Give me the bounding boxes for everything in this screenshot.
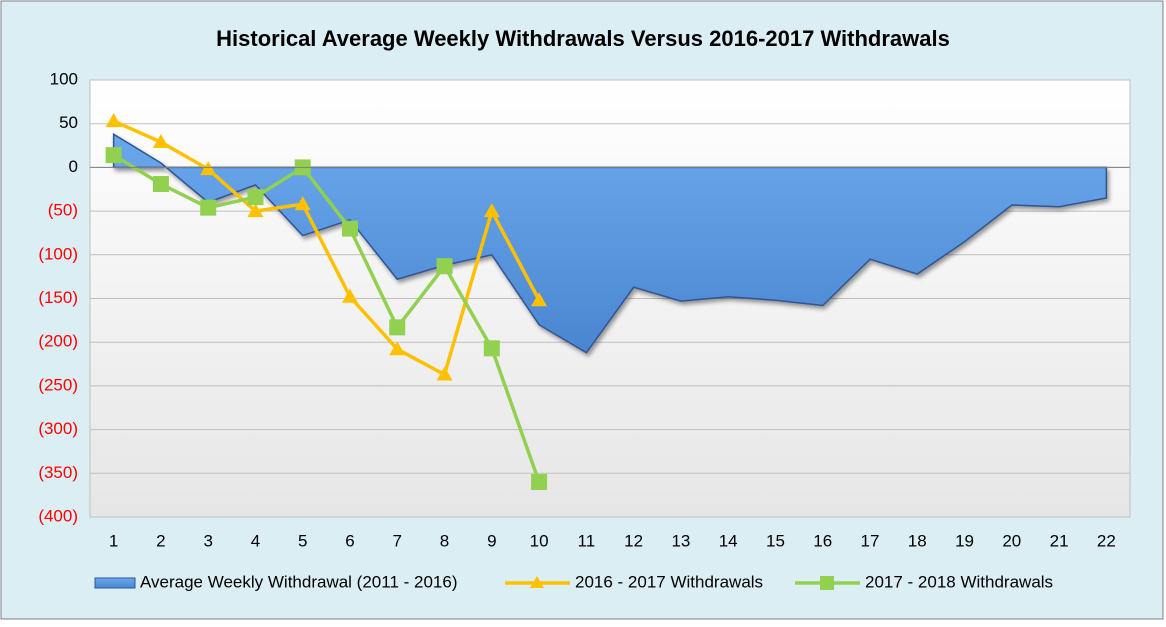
x-tick-label: 1 bbox=[109, 531, 118, 550]
marker bbox=[389, 319, 406, 336]
x-tick-label: 10 bbox=[530, 531, 549, 550]
marker bbox=[200, 161, 217, 176]
line bbox=[112, 153, 541, 483]
marker bbox=[152, 134, 169, 149]
x-tick-label: 14 bbox=[719, 531, 738, 550]
marker bbox=[436, 258, 453, 275]
marker bbox=[483, 340, 500, 357]
chart-title: Historical Average Weekly Withdrawals Ve… bbox=[216, 26, 950, 51]
marker bbox=[389, 341, 406, 356]
x-tick-label: 2 bbox=[156, 531, 165, 550]
x-tick-label: 8 bbox=[440, 531, 449, 550]
y-tick-label: (250) bbox=[38, 375, 78, 394]
y-tick-label: (200) bbox=[38, 332, 78, 351]
marker bbox=[342, 288, 358, 303]
legend-label: Average Weekly Withdrawal (2011 - 2016) bbox=[140, 572, 458, 591]
y-tick-label: (100) bbox=[38, 244, 78, 263]
x-tick-label: 18 bbox=[908, 531, 927, 550]
legend-marker bbox=[820, 576, 834, 590]
legend-marker bbox=[530, 576, 544, 588]
y-tick-label: 50 bbox=[59, 113, 78, 132]
y-tick-label: (150) bbox=[38, 288, 78, 307]
legend-label: 2017 - 2018 Withdrawals bbox=[865, 572, 1053, 591]
x-tick-label: 4 bbox=[251, 531, 260, 550]
marker bbox=[531, 292, 548, 307]
x-tick-label: 22 bbox=[1097, 531, 1116, 550]
marker bbox=[483, 203, 500, 218]
x-tick-label: 5 bbox=[298, 531, 307, 550]
x-tick-label: 11 bbox=[578, 531, 596, 550]
x-tick-label: 21 bbox=[1050, 531, 1069, 550]
y-tick-label: 0 bbox=[69, 157, 78, 176]
x-tick-label: 16 bbox=[813, 531, 832, 550]
marker bbox=[294, 196, 311, 211]
legend-label: 2016 - 2017 Withdrawals bbox=[575, 572, 763, 591]
y-tick-label: (400) bbox=[38, 506, 78, 525]
x-tick-label: 6 bbox=[345, 531, 354, 550]
x-tick-label: 9 bbox=[487, 531, 496, 550]
y-tick-label: (50) bbox=[48, 201, 78, 220]
marker bbox=[247, 203, 264, 218]
x-tick-label: 3 bbox=[203, 531, 212, 550]
marker bbox=[105, 147, 122, 164]
x-tick-label: 13 bbox=[671, 531, 690, 550]
marker bbox=[247, 189, 264, 206]
x-tick-label: 19 bbox=[955, 531, 974, 550]
marker bbox=[342, 220, 358, 237]
x-tick-label: 17 bbox=[861, 531, 880, 550]
marker bbox=[436, 366, 453, 381]
marker bbox=[105, 113, 122, 128]
legend-swatch bbox=[94, 577, 136, 589]
marker bbox=[531, 474, 548, 491]
x-tick-label: 20 bbox=[1002, 531, 1021, 550]
marker bbox=[152, 176, 169, 193]
y-tick-label: 100 bbox=[50, 69, 78, 88]
line bbox=[112, 119, 541, 378]
x-tick-label: 7 bbox=[393, 531, 402, 550]
area bbox=[112, 132, 1108, 354]
y-tick-label: (300) bbox=[38, 419, 78, 438]
x-tick-label: 12 bbox=[624, 531, 643, 550]
y-tick-label: (350) bbox=[38, 463, 78, 482]
marker bbox=[200, 199, 217, 216]
x-tick-label: 15 bbox=[766, 531, 785, 550]
